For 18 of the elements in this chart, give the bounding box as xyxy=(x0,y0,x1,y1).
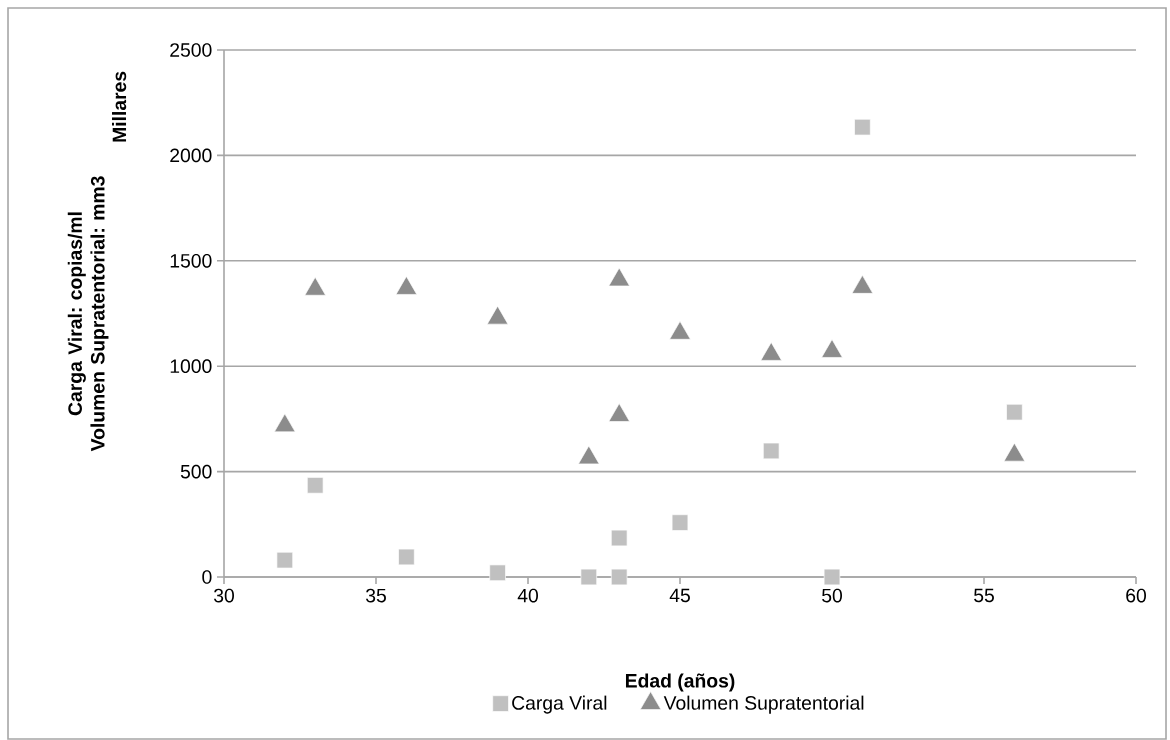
y-tick-label: 2000 xyxy=(170,148,212,163)
y-tick-label: 500 xyxy=(180,464,212,479)
x-tick-label: 40 xyxy=(517,588,538,603)
x-tick-label: 60 xyxy=(1126,588,1146,603)
y-tick-label: 2500 xyxy=(170,43,212,57)
y-tick-label: 1000 xyxy=(170,359,212,374)
x-tick-label: 35 xyxy=(365,588,386,603)
y-tick-label: 0 xyxy=(202,570,212,584)
y-axis-title: Carga Viral: copias/ml Volumen Supratentorial: mm3 xyxy=(67,176,109,452)
x-tick-label: 50 xyxy=(822,588,842,603)
x-tick-label: 55 xyxy=(974,588,994,603)
legend-label: Carga Viral xyxy=(512,695,607,714)
x-tick-label: 30 xyxy=(213,588,234,603)
x-tick-label: 45 xyxy=(669,588,690,603)
x-axis-title: Edad (años) xyxy=(625,673,735,692)
legend-label: Volumen Supratentorial xyxy=(663,695,864,714)
y-tick-label: 1500 xyxy=(170,253,212,268)
text: Millares xyxy=(112,71,127,142)
